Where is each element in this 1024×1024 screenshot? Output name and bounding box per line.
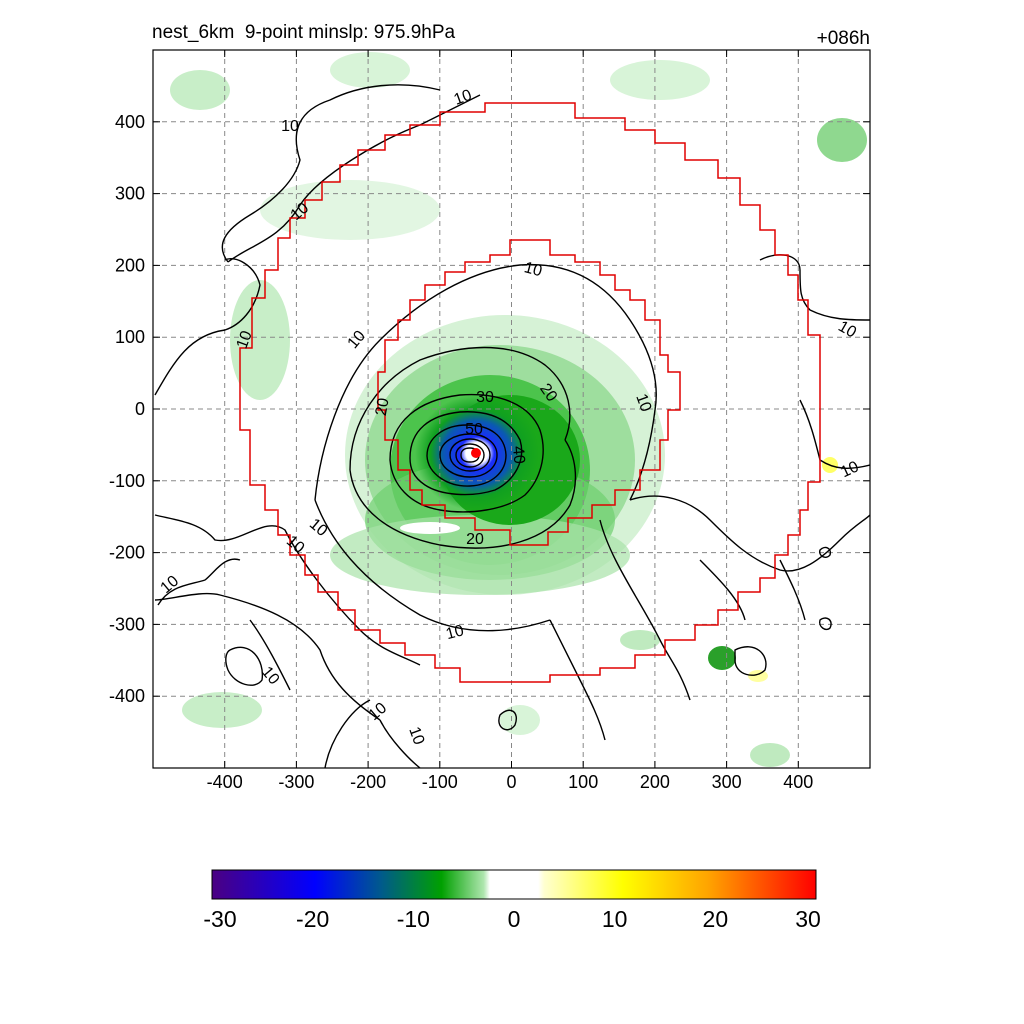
nest-boundaries: [239, 102, 821, 683]
contour-label: 10: [405, 725, 427, 748]
colorbar-tick-label: -10: [397, 906, 430, 932]
y-tick-label: -200: [109, 543, 145, 563]
y-tick-label: -100: [109, 471, 145, 491]
axis-ticks: -400 -300 -200 -100 0 100 200 300 40040030020010…: [109, 50, 870, 792]
contour-label: 20: [466, 531, 484, 548]
grid-lines: [153, 50, 870, 768]
contour-label: 10: [281, 118, 299, 135]
wind-anomaly-field: [170, 52, 867, 767]
contour-label: 10: [632, 392, 654, 415]
x-tick-label: 200: [640, 772, 670, 792]
contour-label: 10: [522, 259, 544, 280]
contour-label: 20: [373, 397, 393, 418]
x-tick-label: 300: [712, 772, 742, 792]
y-tick-label: -400: [109, 686, 145, 706]
contour-label: 10: [158, 572, 183, 597]
contour-label: 30: [476, 389, 494, 406]
contour-label: 10: [306, 516, 331, 541]
y-tick-label: 100: [115, 327, 145, 347]
x-tick-label: -100: [422, 772, 458, 792]
colorbar-tick-label: 20: [703, 906, 729, 932]
contour-label: 10: [444, 622, 466, 643]
x-tick-label: -400: [207, 772, 243, 792]
x-tick-label: 0: [506, 772, 516, 792]
forecast-hour: +086h: [816, 28, 870, 49]
plot-title: nest_6km 9-point minslp: 975.9hPa: [152, 22, 456, 43]
y-tick-label: 300: [115, 184, 145, 204]
y-tick-label: 0: [135, 399, 145, 419]
contour-label: 10: [283, 533, 308, 558]
colorbar-tick-label: 10: [602, 906, 628, 932]
colorbar-tick-label: 30: [795, 906, 821, 932]
y-tick-label: -300: [109, 614, 145, 634]
colorbar-tick-label: -30: [203, 906, 236, 932]
y-tick-label: 400: [115, 112, 145, 132]
storm-center-marker: [471, 448, 481, 458]
contour-label: 10: [835, 318, 859, 342]
contour-label: 10: [838, 458, 861, 481]
x-tick-label: -300: [278, 772, 314, 792]
contour-lines: [154, 84, 870, 768]
colorbar-tick-label: 0: [508, 906, 521, 932]
x-tick-label: -200: [350, 772, 386, 792]
x-tick-label: 100: [568, 772, 598, 792]
contour-label: 10: [234, 329, 256, 352]
contour-label: 10: [452, 87, 475, 109]
contour-label: 50: [465, 421, 483, 438]
contour-label: 10: [366, 699, 391, 724]
contour-label: 10: [345, 327, 370, 352]
y-tick-label: 200: [115, 255, 145, 275]
contour-label: 40: [509, 445, 528, 464]
colorbar: [211, 869, 817, 900]
colorbar-tick-label: -20: [296, 906, 329, 932]
colorbar-ticks: -30 -20 -10 0 10 20 30: [203, 906, 820, 932]
x-tick-label: 400: [783, 772, 813, 792]
